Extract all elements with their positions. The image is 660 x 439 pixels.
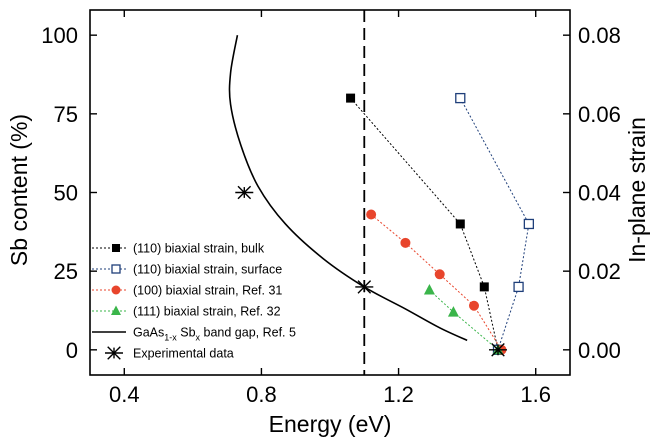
legend-entry: (111) biaxial strain, Ref. 32 [92,305,281,319]
legend-entry: (110) biaxial strain, bulk [92,242,265,256]
x-tick-label: 0.8 [246,382,277,407]
legend-label: (111) biaxial strain, Ref. 32 [133,305,281,319]
legend-label-part: x [196,333,201,343]
legend-label: (100) biaxial strain, Ref. 31 [133,284,282,298]
data-point [469,300,479,311]
right-y-axis-title: In-plane strain [624,117,650,263]
series-layer [228,35,535,357]
series-line [350,97,499,350]
band-gap-curve [228,35,468,342]
legend-label: (110) biaxial strain, surface [133,263,282,277]
left-y-tick-label: 25 [54,259,78,284]
data-point [523,218,535,230]
data-point [105,346,123,360]
x-tick-label: 0.4 [109,382,140,407]
series-line [429,289,499,351]
data-point [111,305,121,315]
series-line [459,97,530,350]
data-point [423,284,435,295]
legend-label-part: GaAs [133,326,164,340]
legend-label-part: 1-x [164,333,177,343]
data-point [111,285,121,295]
x-axis-title: Energy (eV) [269,411,392,437]
legend-label-part: Sb [177,326,196,340]
right-y-tick-label: 0.08 [578,23,621,48]
data-point [479,282,489,292]
legend-entry: GaAs1-x Sbx band gap, Ref. 5 [92,326,296,343]
data-point [434,269,445,280]
data-point [400,237,411,248]
left-y-tick-label: 50 [54,181,78,206]
right-y-tick-label: 0.06 [578,102,621,127]
legend-entry: (110) biaxial strain, surface [92,263,282,277]
data-point [489,343,507,357]
legend-label: Experimental data [133,347,234,361]
x-axis-ticks: 0.4 0.8 1.2 1.6 [109,10,551,407]
data-point [513,281,524,293]
legend-entry: Experimental data [105,346,234,361]
data-point [346,93,356,103]
legend-label: GaAs1-x Sbx band gap, Ref. 5 [133,326,296,343]
legend-entry: (100) biaxial strain, Ref. 31 [92,284,282,298]
x-tick-label: 1.6 [520,382,551,407]
data-point [366,209,377,220]
x-tick-label: 1.2 [383,382,414,407]
data-point [112,244,120,252]
left-y-axis-ticks: 0 25 50 75 100 [41,23,97,363]
legend-label: (110) biaxial strain, bulk [133,242,265,256]
data-point [111,264,121,274]
left-y-tick-label: 0 [66,338,78,363]
series-5 [235,185,507,357]
left-y-tick-label: 100 [41,23,78,48]
left-y-axis-title: Sb content (%) [6,114,32,266]
series-line [370,214,502,351]
plot-frame [89,9,571,376]
data-point [355,280,374,294]
series-1 [455,92,535,355]
series-2 [366,209,507,355]
right-y-axis-ticks: 0.00 0.02 0.04 0.06 0.08 [563,23,621,363]
left-y-tick-label: 75 [54,102,78,127]
data-point [235,185,254,200]
legend-label-part: band gap, Ref. 5 [200,326,296,340]
right-y-tick-label: 0.02 [578,259,621,284]
data-point [455,219,465,229]
right-y-tick-label: 0.00 [578,338,621,363]
series-4 [228,35,468,342]
right-y-tick-label: 0.04 [578,181,621,206]
legend: (110) biaxial strain, bulk (110) biaxial … [92,242,296,361]
data-point [447,306,459,317]
data-point [455,92,466,104]
series-0 [346,93,503,355]
